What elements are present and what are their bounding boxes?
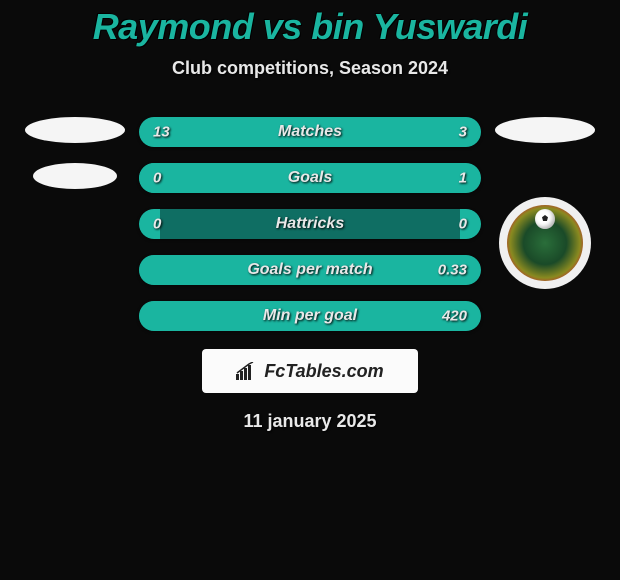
stat-label: Hattricks [139, 215, 481, 233]
stat-value-right: 1 [459, 170, 467, 187]
subtitle: Club competitions, Season 2024 [0, 58, 620, 79]
club-badge [499, 197, 591, 289]
bar-chart-icon [236, 362, 258, 380]
soccer-ball-icon [535, 209, 555, 229]
stat-label: Goals [139, 169, 481, 187]
stat-bar: 0 Goals 1 [139, 163, 481, 193]
stat-bar: 13 Matches 3 [139, 117, 481, 147]
player-avatar-placeholder [25, 117, 125, 143]
stat-value-right: 0.33 [438, 262, 467, 279]
stat-value-right: 3 [459, 124, 467, 141]
brand-text: FcTables.com [264, 361, 383, 382]
content-row: 13 Matches 3 0 Goals 1 0 Hattricks 0 [0, 117, 620, 331]
stat-bar: Goals per match 0.33 [139, 255, 481, 285]
brand-link[interactable]: FcTables.com [202, 349, 418, 393]
player-avatar-placeholder [495, 117, 595, 143]
stat-bar: Min per goal 420 [139, 301, 481, 331]
stat-value-right: 0 [459, 216, 467, 233]
stat-label: Goals per match [139, 261, 481, 279]
left-player-column [25, 117, 125, 189]
page-title: Raymond vs bin Yuswardi [0, 6, 620, 48]
stat-label: Min per goal [139, 307, 481, 325]
date-label: 11 january 2025 [0, 411, 620, 432]
club-logo-placeholder [33, 163, 117, 189]
stat-bar: 0 Hattricks 0 [139, 209, 481, 239]
comparison-card: Raymond vs bin Yuswardi Club competition… [0, 0, 620, 432]
stat-value-right: 420 [442, 308, 467, 325]
club-crest-icon [507, 205, 583, 281]
stat-label: Matches [139, 123, 481, 141]
stats-bars: 13 Matches 3 0 Goals 1 0 Hattricks 0 [139, 117, 481, 331]
right-player-column [495, 117, 595, 289]
